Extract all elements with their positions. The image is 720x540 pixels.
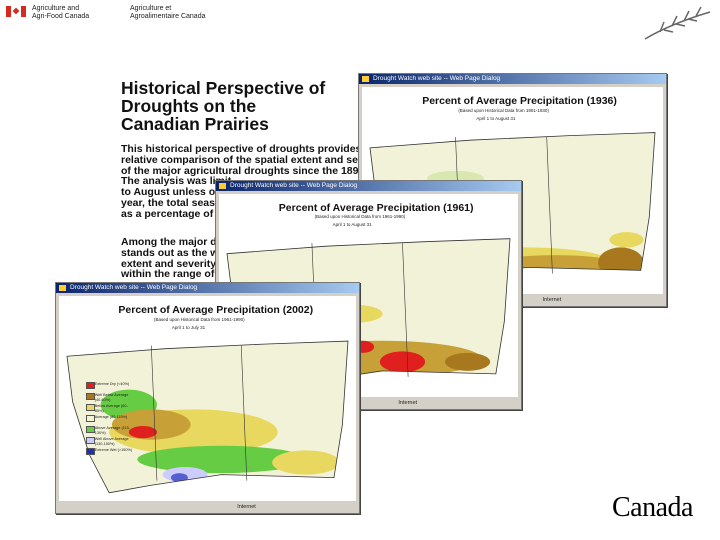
- map-shape: [137, 445, 306, 474]
- legend-swatch: [85, 448, 95, 456]
- status-zone: Internet: [542, 297, 562, 303]
- status-bar: Internet: [362, 296, 663, 305]
- map-title: Percent of Average Precipitation (1961): [278, 202, 474, 215]
- window-content: Percent of Average Precipitation (2002)(…: [59, 296, 356, 501]
- flag-icon: [6, 6, 26, 17]
- title-line: Canadian Prairies: [121, 114, 269, 134]
- map-outline: [66, 340, 349, 494]
- header-french: Agriculture et Agroalimentaire Canada: [130, 5, 206, 20]
- title-bar: Drought Watch web site -- Web Page Dialo…: [56, 283, 359, 293]
- province-border: [240, 345, 248, 481]
- map-shape: [128, 426, 157, 439]
- paragraph: This historical perspective of droughts …: [121, 144, 386, 220]
- map-title: Percent of Average Precipitation (2002): [118, 304, 314, 317]
- text-line: extent and severity. Al: [121, 257, 232, 270]
- legend-label: Below Average (60-85%): [94, 404, 128, 413]
- text-line: This historical perspective of droughts …: [121, 143, 371, 155]
- legend-label: Above Average (115-130%): [94, 426, 131, 435]
- header-english: Agriculture and Agri-Food Canada: [32, 5, 90, 20]
- map-shape: [272, 450, 340, 475]
- map-shape: [170, 473, 188, 483]
- map-shape: [444, 352, 491, 371]
- province-border: [151, 345, 158, 481]
- title-line: Droughts on the: [121, 96, 257, 116]
- legend-swatch: [85, 426, 95, 434]
- text-line: relative comparison of the spatial exten…: [121, 153, 386, 166]
- legend-label: Extreme Wet (>150%): [94, 448, 133, 453]
- legend-label: Extreme Dry (<40%): [94, 382, 130, 387]
- map-period: April 1 to July 31: [171, 324, 206, 330]
- paragraph: Among the major droug stands out as the w…: [121, 237, 240, 280]
- legend-swatch: [85, 415, 95, 423]
- slide-title: Historical Perspective of Droughts on the…: [121, 79, 325, 133]
- title-bar: Drought Watch web site -- Web Page Dialo…: [216, 181, 521, 191]
- map-shape: [598, 247, 644, 279]
- text-line: stands out as the wors: [121, 246, 235, 259]
- legend-label: Average (85-115%): [94, 415, 128, 420]
- legend-label: Well Below Average (40-60%): [94, 393, 129, 402]
- text-line: Among the major droug: [121, 236, 240, 248]
- map-period: April 1 to August 31: [476, 115, 516, 121]
- dialog-window: Drought Watch web site -- Web Page Dialo…: [55, 282, 360, 514]
- map-subtitle: (Based upon Historical Data from 1901-19…: [458, 107, 549, 113]
- status-zone: Internet: [398, 400, 418, 406]
- text-line: to August unless other: [121, 186, 235, 199]
- status-zone: Internet: [237, 504, 256, 510]
- text-line: within the range of the: [121, 268, 233, 281]
- text-line: year, the total seasona: [121, 196, 234, 209]
- province-border: [402, 243, 409, 377]
- map-colors: [67, 371, 348, 483]
- wheat-decoration: [644, 6, 711, 40]
- legend-swatch: [85, 404, 95, 412]
- map-period: April 1 to August 31: [332, 222, 372, 228]
- status-bar: Internet: [59, 503, 356, 512]
- text-line: as a percentage of the: [121, 207, 232, 220]
- map-subtitle: (Based upon Historical Data from 1961-19…: [314, 214, 406, 220]
- text-line: The analysis was limit: [121, 175, 232, 188]
- canada-wordmark: Canada: [612, 492, 693, 523]
- text-line: of the major agricultural droughts since…: [121, 164, 374, 177]
- title-bar: Drought Watch web site -- Web Page Dialo…: [359, 74, 666, 84]
- map-shape: [609, 232, 644, 248]
- map-subtitle: (Based upon Historical Data from 1961-19…: [154, 316, 245, 322]
- legend-swatch: [85, 382, 95, 390]
- legend-label: Well Above Average (130-150%): [94, 437, 129, 446]
- legend-swatch: [85, 437, 95, 445]
- map: [66, 340, 349, 494]
- status-bar: Internet: [219, 399, 518, 408]
- title-line: Historical Perspective of: [121, 78, 326, 98]
- province-border: [546, 137, 553, 274]
- map-title: Percent of Average Precipitation (1936): [422, 95, 617, 108]
- map-shape: [379, 351, 426, 373]
- legend-swatch: [85, 393, 95, 401]
